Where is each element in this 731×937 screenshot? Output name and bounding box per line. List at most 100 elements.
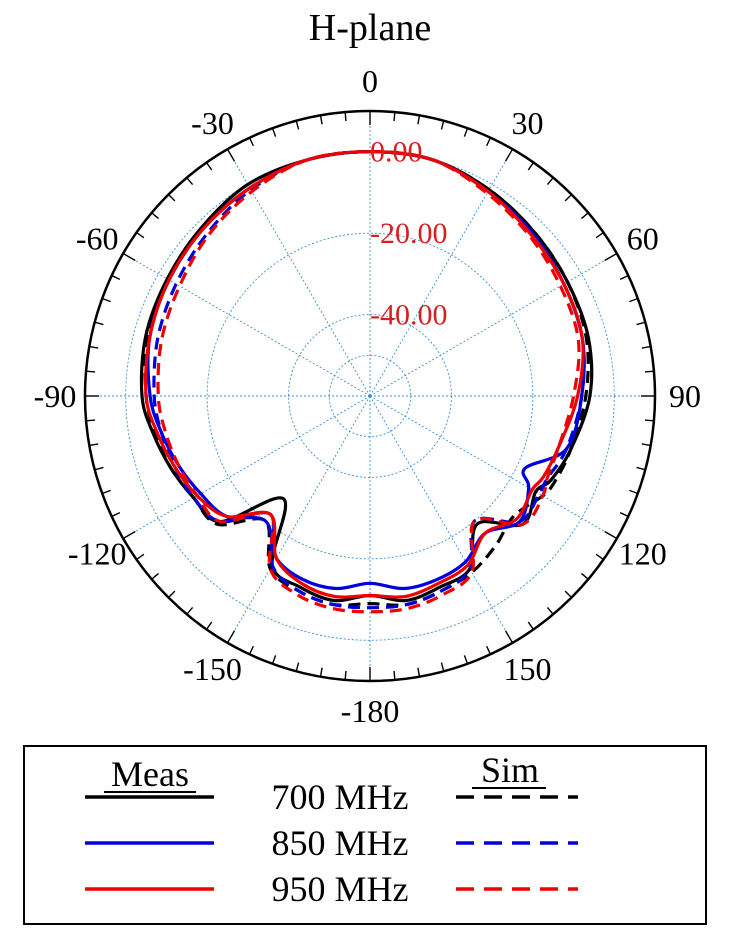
angle-tick	[604, 252, 618, 262]
radial-tick-label: 0.00	[370, 136, 423, 169]
angle-tick	[271, 655, 277, 665]
grid-spoke	[122, 395, 371, 539]
angle-tick-label: -180	[341, 693, 400, 729]
angle-tick	[636, 321, 646, 326]
angle-tick	[101, 489, 111, 495]
angle-tick-label: 30	[512, 105, 544, 141]
legend-label: 950 MHz	[272, 869, 409, 909]
grid-spoke	[227, 395, 371, 644]
angle-tick	[122, 252, 136, 262]
legend-box	[23, 745, 707, 925]
angle-tick	[644, 370, 654, 373]
grid-spoke	[369, 148, 513, 397]
series-950-mhz-meas	[143, 150, 585, 599]
angle-tick	[604, 530, 618, 540]
angle-tick	[319, 667, 323, 677]
angle-tick	[595, 553, 604, 561]
legend-sim-header: Sim	[481, 750, 539, 790]
angle-tick	[619, 274, 629, 280]
angle-tick	[248, 645, 254, 655]
angle-tick	[504, 148, 514, 162]
angle-tick	[86, 370, 96, 373]
angle-tick	[94, 466, 104, 471]
angle-tick	[319, 115, 323, 125]
angle-tick	[94, 321, 104, 326]
angle-tick	[122, 530, 136, 540]
series-layer	[139, 150, 594, 614]
angle-tick	[629, 489, 639, 495]
radial-tick-label: -20.00	[370, 217, 448, 250]
grid-circle	[206, 232, 534, 560]
angle-tick	[417, 115, 421, 125]
angle-tick	[527, 162, 535, 171]
angle-tick	[546, 606, 554, 615]
angle-tick	[393, 670, 396, 680]
angle-tick-label: 60	[627, 221, 659, 257]
angle-tick	[205, 621, 213, 630]
angle-tick-label: -90	[34, 378, 77, 414]
angle-tick	[440, 662, 445, 672]
grid-spoke	[369, 395, 513, 644]
angle-tick	[344, 670, 347, 680]
angle-tick	[644, 419, 654, 422]
angle-tick-label: -30	[191, 105, 234, 141]
angle-tick	[417, 667, 421, 677]
angle-tick	[89, 443, 99, 447]
grid-spoke	[369, 395, 618, 539]
radial-tick-label: -40.00	[370, 299, 448, 332]
angle-tick	[86, 419, 96, 422]
angle-tick	[504, 630, 514, 644]
angle-tick	[151, 572, 160, 580]
grid-spoke	[227, 148, 371, 397]
angle-tick-label: 150	[504, 651, 552, 687]
angle-tick	[486, 137, 492, 147]
angle-tick	[167, 193, 176, 202]
angle-tick	[641, 345, 651, 349]
series-700-mhz-sim	[143, 150, 590, 607]
angle-tick	[111, 274, 121, 280]
angle-tick	[344, 112, 347, 122]
angle-tick	[580, 212, 589, 220]
angle-tick-label: 0	[362, 63, 378, 99]
angle-tick	[546, 177, 554, 186]
angle-tick	[226, 630, 236, 644]
series-950-mhz-sim	[156, 150, 581, 614]
angle-tick	[136, 553, 145, 561]
angle-tick	[486, 645, 492, 655]
angle-tick	[136, 231, 145, 239]
angle-tick	[463, 127, 469, 137]
angle-tick	[527, 621, 535, 630]
angle-tick	[295, 120, 300, 130]
angle-tick	[641, 443, 651, 447]
angle-tick	[295, 662, 300, 672]
angle-tick	[463, 655, 469, 665]
angle-tick	[248, 137, 254, 147]
grid-spoke	[369, 253, 618, 397]
angle-tick	[151, 212, 160, 220]
angle-tick-label: 90	[669, 378, 701, 414]
radial-labels: 0.00 -20.00 -40.00	[370, 136, 448, 332]
angle-tick-label: -150	[183, 651, 242, 687]
angle-tick	[636, 466, 646, 471]
angle-tick	[440, 120, 445, 130]
angle-tick	[89, 345, 99, 349]
legend-meas-header: Meas	[111, 754, 189, 794]
angle-tick	[271, 127, 277, 137]
angle-tick	[619, 512, 629, 518]
angle-tick	[167, 590, 176, 599]
angle-tick	[393, 112, 396, 122]
legend: Meas Sim 700 MHz 850 MHz 950 MHz	[23, 745, 707, 925]
angle-tick-label: -60	[76, 221, 119, 257]
angle-labels: 0 30 60 90 120 150 -180 -150 -120 -90 -60 -30	[34, 63, 701, 729]
angle-tick-label: 120	[619, 536, 667, 572]
angle-tick	[205, 162, 213, 171]
angle-tick	[595, 231, 604, 239]
angle-tick	[580, 572, 589, 580]
angle-tick	[226, 148, 236, 162]
angle-tick	[101, 297, 111, 303]
legend-rows: 700 MHz 850 MHz 950 MHz	[85, 777, 578, 909]
chart-title: H-plane	[309, 7, 431, 49]
angle-tick	[564, 193, 573, 202]
angle-tick	[111, 512, 121, 518]
